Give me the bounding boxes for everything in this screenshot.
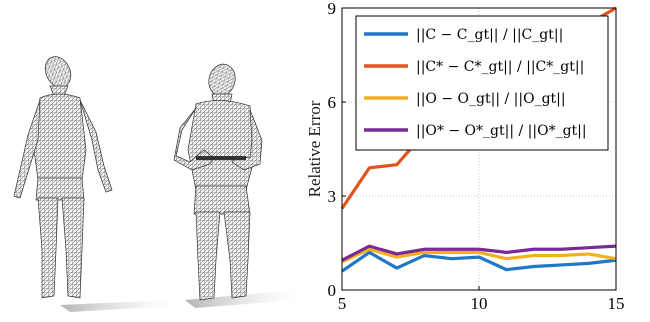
- legend-box: [355, 15, 609, 151]
- figure-mesh-standing: [13, 56, 113, 299]
- x-tick-label-0: 5: [338, 294, 347, 313]
- x-tick-label-2: 15: [608, 294, 625, 313]
- floor-shadow-left: [60, 300, 175, 312]
- y-tick-label-2: 6: [328, 93, 337, 112]
- legend-label-3: ||O − O_gt|| / ||O_gt||: [416, 91, 566, 107]
- figure-mesh-bending: [173, 63, 263, 301]
- legend-label-1: ||C − C_gt|| / ||C_gt||: [416, 27, 563, 43]
- floor-shadow-right: [185, 290, 298, 308]
- legend-label-4: ||O* − O*_gt|| / ||O*_gt||: [416, 123, 587, 139]
- series-line-3: [341, 247, 617, 264]
- legend-label-2: ||C* − C*_gt|| / ||C*_gt||: [416, 59, 584, 75]
- series-line-4: [341, 244, 617, 262]
- y-tick-label-3: 9: [328, 0, 337, 18]
- y-tick-label-1: 3: [328, 187, 337, 206]
- series-line-1: [341, 250, 617, 273]
- x-tick-label-1: 10: [471, 294, 488, 313]
- y-tick-label-0: 0: [328, 281, 337, 300]
- y-axis-title: Relative Error: [305, 100, 324, 197]
- mesh-illustration: [13, 56, 298, 312]
